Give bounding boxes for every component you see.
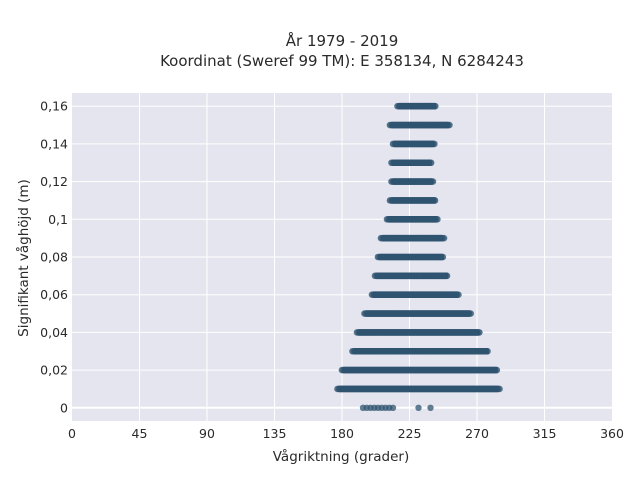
y-axis-title: Signifikant våghöjd (m) xyxy=(15,179,32,337)
data-point xyxy=(427,404,434,412)
band-0.16 xyxy=(394,102,439,110)
data-point xyxy=(427,159,435,167)
band-0.07 xyxy=(371,272,451,280)
band-0 xyxy=(359,404,434,412)
band-0.1 xyxy=(383,215,441,223)
x-tick-label: 90 xyxy=(199,426,215,441)
band-0.06 xyxy=(368,291,462,299)
data-point xyxy=(446,121,453,129)
x-axis-title: Vågriktning (grader) xyxy=(273,448,410,465)
x-tick-label: 360 xyxy=(600,426,624,441)
y-tick-label: 0,04 xyxy=(40,325,68,340)
data-point xyxy=(415,404,422,412)
data-point xyxy=(493,366,501,374)
data-points xyxy=(334,102,503,412)
data-point xyxy=(496,385,503,393)
chart-title-line2: Koordinat (Sweref 99 TM): E 358134, N 62… xyxy=(160,52,524,70)
data-point xyxy=(455,291,462,299)
x-axis-ticks: 0 45 90 135 180 225 270 315 360 xyxy=(68,426,624,441)
band-0.13 xyxy=(388,159,435,167)
data-point xyxy=(431,140,438,148)
x-tick-label: 225 xyxy=(398,426,422,441)
x-tick-label: 180 xyxy=(330,426,354,441)
data-point xyxy=(431,197,439,204)
grid-lines xyxy=(72,93,612,421)
data-point xyxy=(484,347,491,355)
band-0.09 xyxy=(377,234,448,242)
data-point xyxy=(389,404,397,412)
y-axis-ticks: 0 0,02 0,04 0,06 0,08 0,1 0,12 0,14 0,16 xyxy=(40,99,68,416)
y-tick-label: 0,14 xyxy=(40,136,68,151)
data-point xyxy=(467,310,475,317)
band-0.03 xyxy=(349,347,491,355)
data-point xyxy=(432,102,439,110)
y-tick-label: 0,02 xyxy=(40,363,68,378)
y-tick-label: 0,08 xyxy=(40,250,68,265)
band-0.14 xyxy=(389,140,438,148)
data-point xyxy=(443,272,451,280)
data-point xyxy=(476,329,483,336)
y-tick-label: 0,16 xyxy=(40,99,68,114)
y-tick-label: 0,06 xyxy=(40,287,68,302)
chart-title-line1: År 1979 - 2019 xyxy=(286,31,399,50)
data-point xyxy=(434,215,441,223)
band-0.02 xyxy=(338,366,501,374)
x-tick-label: 45 xyxy=(132,426,148,441)
band-0.15 xyxy=(386,121,453,129)
band-0.04 xyxy=(353,329,483,336)
data-point xyxy=(440,234,448,242)
y-tick-label: 0,12 xyxy=(40,174,68,189)
y-tick-label: 0,1 xyxy=(48,212,68,227)
band-0.01 xyxy=(334,385,503,393)
x-tick-label: 0 xyxy=(68,426,76,441)
band-0.08 xyxy=(374,253,447,261)
band-0.12 xyxy=(388,178,437,185)
x-tick-label: 135 xyxy=(263,426,287,441)
y-tick-label: 0 xyxy=(60,400,68,415)
data-point xyxy=(439,253,447,261)
data-point xyxy=(429,178,437,185)
x-tick-label: 270 xyxy=(465,426,489,441)
band-0.05 xyxy=(361,310,475,317)
x-tick-label: 315 xyxy=(533,426,557,441)
band-0.11 xyxy=(386,197,439,204)
